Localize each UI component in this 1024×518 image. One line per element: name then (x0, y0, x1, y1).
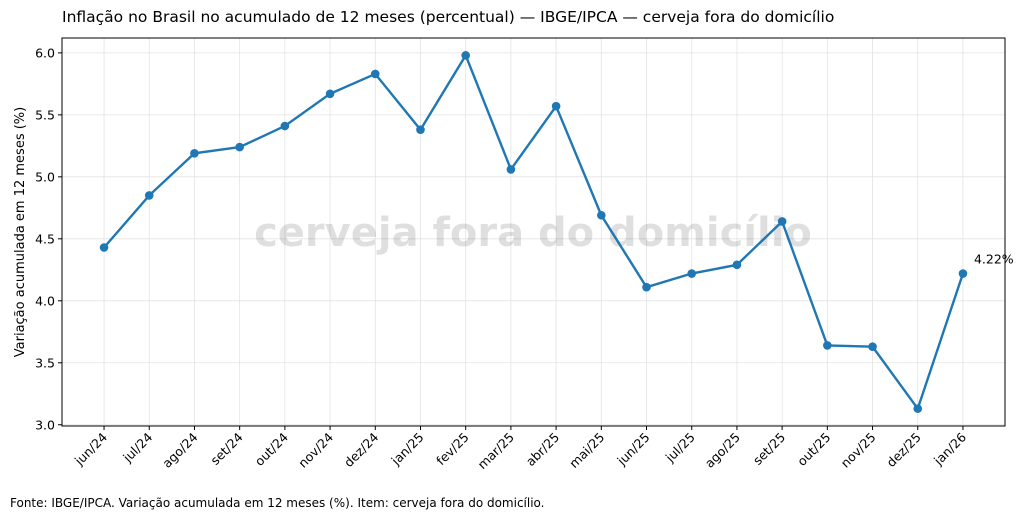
data-point (325, 89, 335, 99)
plot-frame (61, 37, 1006, 427)
data-point (958, 269, 968, 278)
x-tick-label: dez/25 (883, 430, 924, 471)
x-tick-label: jan/26 (930, 429, 969, 468)
y-tick-label: 5.5 (35, 107, 55, 122)
x-tick-label: out/24 (252, 429, 291, 468)
x-tick-label: mar/25 (475, 430, 517, 472)
x-tick-label: abr/25 (523, 430, 562, 469)
y-tick-label: 3.0 (35, 417, 55, 432)
y-tick-label: 4.0 (35, 293, 55, 308)
data-point (506, 165, 516, 174)
x-tick-label: dez/24 (341, 429, 382, 470)
data-point (280, 121, 290, 131)
x-tick-label: fev/25 (433, 430, 472, 469)
footer-source: Fonte: IBGE/IPCA. Variação acumulada em … (10, 496, 545, 510)
series-line (103, 52, 965, 412)
x-tick-label: ago/24 (159, 429, 200, 470)
last-value-label: 4.22% (974, 252, 1014, 267)
data-point (370, 69, 380, 79)
x-tick-label: jan/25 (388, 430, 427, 469)
chart-title: Inflação no Brasil no acumulado de 12 me… (62, 8, 834, 26)
data-point (732, 260, 742, 270)
data-point (99, 243, 109, 252)
data-point (235, 142, 244, 152)
x-tick-label: jun/24 (71, 429, 110, 468)
data-point (551, 101, 561, 111)
data-point (144, 191, 154, 200)
data-point (777, 217, 787, 226)
data-point (868, 342, 877, 351)
watermark: cerveja fora do domicílio (254, 210, 812, 256)
y-tick-label: 3.5 (35, 355, 55, 370)
data-point (687, 269, 697, 278)
x-tick-label: out/25 (794, 430, 833, 469)
data-point (190, 148, 199, 158)
data-point (461, 51, 470, 60)
x-tick-label: ago/25 (702, 430, 743, 471)
x-tick-label: jun/25 (613, 430, 652, 469)
x-tick-label: nov/24 (295, 429, 336, 470)
y-tick-label: 6.0 (35, 45, 55, 60)
x-tick-label: nov/25 (838, 430, 879, 471)
data-point (823, 341, 832, 350)
y-tick-label: 4.5 (35, 231, 55, 246)
data-point (642, 282, 651, 292)
x-tick-label: jul/25 (662, 430, 698, 466)
x-tick-label: set/24 (207, 429, 245, 467)
data-point (913, 404, 923, 413)
y-tick-label: 5.0 (35, 169, 55, 184)
data-point (416, 125, 425, 135)
data-point (597, 210, 606, 220)
y-axis-label: Variação acumulada em 12 meses (%) (13, 107, 28, 357)
x-tick-label: mai/25 (566, 430, 607, 471)
x-tick-label: jul/24 (119, 429, 155, 465)
x-tick-label: set/25 (750, 430, 788, 468)
